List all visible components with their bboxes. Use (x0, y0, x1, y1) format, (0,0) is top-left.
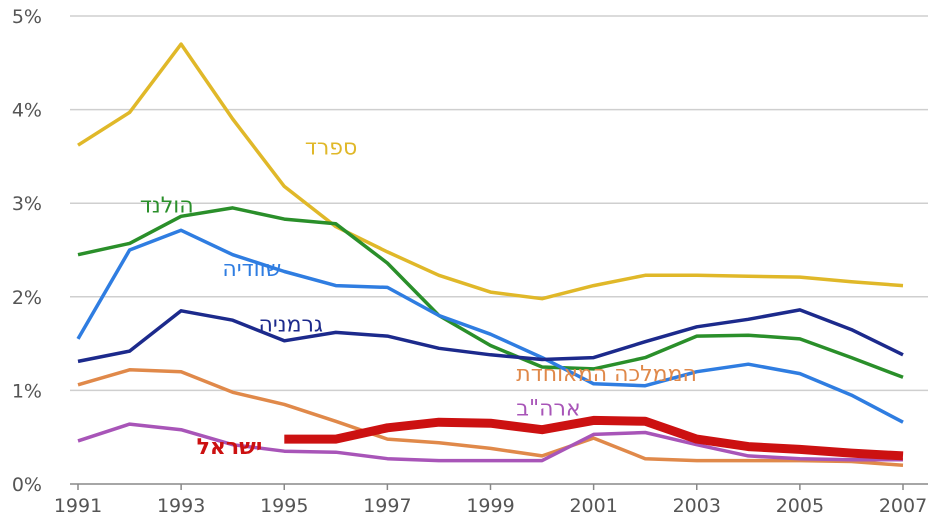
series-line (77, 422, 903, 463)
series-line (76, 228, 904, 424)
series-line (77, 42, 904, 301)
x-tick-label: 1997 (363, 495, 411, 517)
series-line (77, 368, 904, 468)
y-tick-label: 0% (12, 474, 42, 496)
series-line (77, 308, 904, 364)
y-tick-label: 2% (12, 287, 42, 309)
series-label: הולנד (140, 194, 194, 219)
y-tick-label: 4% (12, 100, 42, 122)
x-tick-label: 2001 (569, 495, 617, 517)
y-axis-tick-labels: 0% 1% 2% 3% 4% 5% (12, 6, 42, 496)
series-label: גרמניה (258, 312, 323, 337)
x-tick-label: 1999 (466, 495, 514, 517)
series-line (284, 415, 904, 461)
y-tick-label: 1% (12, 380, 42, 402)
x-tick-label: 1995 (260, 495, 308, 517)
series-line (77, 206, 904, 379)
x-tick-label: 2007 (879, 495, 927, 517)
x-tick-label: 2003 (673, 495, 721, 517)
series-lines (76, 42, 904, 468)
y-tick-label: 3% (12, 193, 42, 215)
x-tick-label: 2005 (776, 495, 824, 517)
x-tick-label: 1991 (54, 495, 102, 517)
series-label: ישראל (197, 435, 263, 460)
x-axis-tick-labels: 1991 1993 1995 1997 1999 2001 2003 2005 2007 (54, 484, 927, 517)
series-labels: ספרד הולנד שוודיה גרמניה הממלכה המאוחדת ארה"ב… (140, 136, 697, 461)
series-label: ספרד (305, 136, 357, 161)
grid-lines (70, 15, 928, 485)
series-label: הממלכה המאוחדת (516, 362, 697, 387)
x-tick-label: 1993 (157, 495, 205, 517)
series-label: ארה"ב (516, 397, 580, 422)
y-tick-label: 5% (12, 6, 42, 28)
series-label: שוודיה (222, 257, 281, 282)
